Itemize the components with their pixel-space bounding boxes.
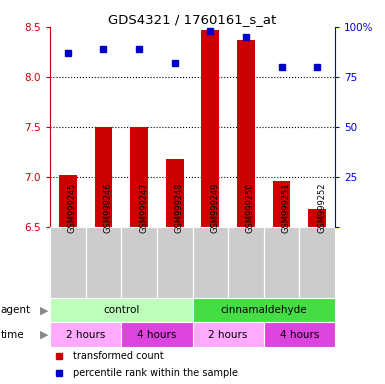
Text: GSM999247: GSM999247 — [139, 182, 148, 233]
Bar — [237, 40, 255, 227]
Text: 2 hours: 2 hours — [66, 329, 105, 339]
Bar — [50, 298, 192, 323]
Text: agent: agent — [0, 305, 30, 315]
Text: 2 hours: 2 hours — [208, 329, 248, 339]
Text: GSM999250: GSM999250 — [246, 182, 255, 233]
Bar — [201, 30, 219, 227]
Text: percentile rank within the sample: percentile rank within the sample — [73, 368, 238, 378]
Text: cinnamaldehyde: cinnamaldehyde — [220, 305, 307, 315]
Bar — [166, 159, 184, 227]
Bar — [121, 227, 157, 298]
Bar — [228, 227, 264, 298]
Text: 4 hours: 4 hours — [137, 329, 177, 339]
Bar — [50, 323, 121, 347]
Bar — [157, 227, 192, 298]
Title: GDS4321 / 1760161_s_at: GDS4321 / 1760161_s_at — [108, 13, 277, 26]
Text: GSM999245: GSM999245 — [68, 182, 77, 233]
Text: ▶: ▶ — [40, 305, 48, 315]
Bar — [95, 127, 112, 227]
Bar — [59, 175, 77, 227]
Text: GSM999246: GSM999246 — [104, 182, 112, 233]
Bar — [121, 323, 192, 347]
Bar — [300, 227, 335, 298]
Text: GSM999248: GSM999248 — [175, 182, 184, 233]
Bar — [264, 323, 335, 347]
Bar — [192, 298, 335, 323]
Text: GSM999249: GSM999249 — [210, 182, 219, 233]
Bar — [192, 323, 264, 347]
Text: transformed count: transformed count — [73, 351, 164, 361]
Bar — [130, 127, 148, 227]
Text: ▶: ▶ — [40, 329, 48, 339]
Bar — [192, 227, 228, 298]
Bar — [50, 227, 85, 298]
Bar — [85, 227, 121, 298]
Text: GSM999251: GSM999251 — [281, 182, 291, 233]
Text: GSM999252: GSM999252 — [317, 182, 326, 233]
Bar — [264, 227, 300, 298]
Text: time: time — [0, 329, 24, 339]
Bar — [273, 181, 290, 227]
Text: control: control — [103, 305, 139, 315]
Text: 4 hours: 4 hours — [280, 329, 319, 339]
Bar — [308, 209, 326, 227]
